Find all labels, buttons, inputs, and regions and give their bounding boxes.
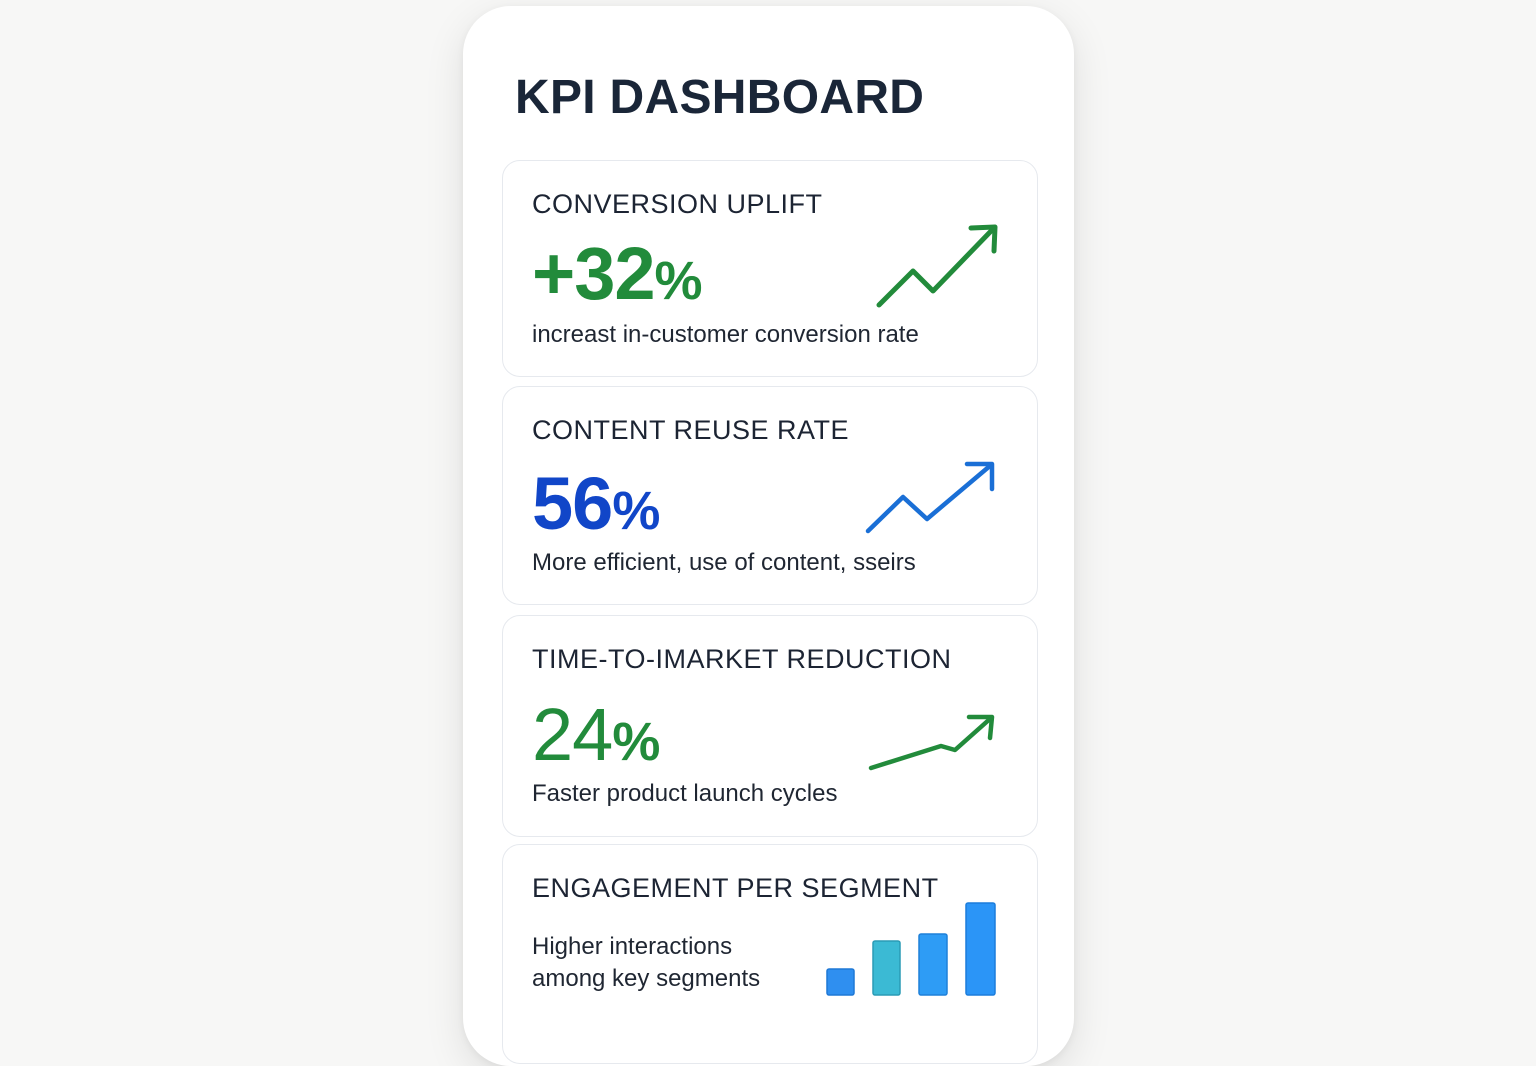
kpi-label: CONVERSION UPLIFT: [532, 189, 823, 219]
kpi-description: Faster product launch cycles: [532, 780, 838, 807]
kpi-label: ENGAGEMENT PER SEGMENT: [532, 873, 939, 903]
bar-chart-icon-bar: [872, 940, 901, 996]
bar-chart-icon-bar: [826, 968, 855, 996]
kpi-value: 24%: [532, 693, 661, 776]
kpi-description-line: Higher interactions: [532, 933, 733, 960]
kpi-value: 56%: [532, 462, 661, 545]
kpi-card-engagement-per-segment[interactable]: ENGAGEMENT PER SEGMENT Higher interactio…: [502, 844, 1038, 1064]
kpi-value: +32%: [532, 232, 703, 315]
kpi-label: TIME-TO-IMARKET REDUCTION: [532, 644, 952, 674]
bar-chart-icon: [826, 902, 996, 996]
kpi-card-time-to-market-reduction[interactable]: TIME-TO-IMARKET REDUCTION 24% Faster pro…: [502, 615, 1038, 837]
trend-up-arrow-icon: [865, 461, 995, 534]
trend-up-arrow-icon: [868, 714, 995, 771]
kpi-label: CONTENT REUSE RATE: [532, 415, 850, 445]
kpi-description: increast in-customer conversion rate: [532, 321, 919, 348]
trend-up-arrow-icon: [876, 224, 998, 308]
kpi-card-content-reuse-rate[interactable]: CONTENT REUSE RATE 56% More efficient, u…: [502, 386, 1038, 605]
kpi-description: Higher interactions among key segments: [532, 931, 812, 995]
dashboard-panel: KPI DASHBOARD CONVERSION UPLIFT +32% inc…: [463, 6, 1074, 1066]
kpi-card-conversion-uplift[interactable]: CONVERSION UPLIFT +32% increast in-custo…: [502, 160, 1038, 377]
kpi-description: More efficient, use of content, sseirs: [532, 549, 916, 576]
kpi-description-line: among key segments: [532, 965, 761, 992]
page-title: KPI DASHBOARD: [515, 71, 925, 124]
bar-chart-icon-bar: [965, 902, 996, 996]
bar-chart-icon-bar: [918, 933, 948, 996]
